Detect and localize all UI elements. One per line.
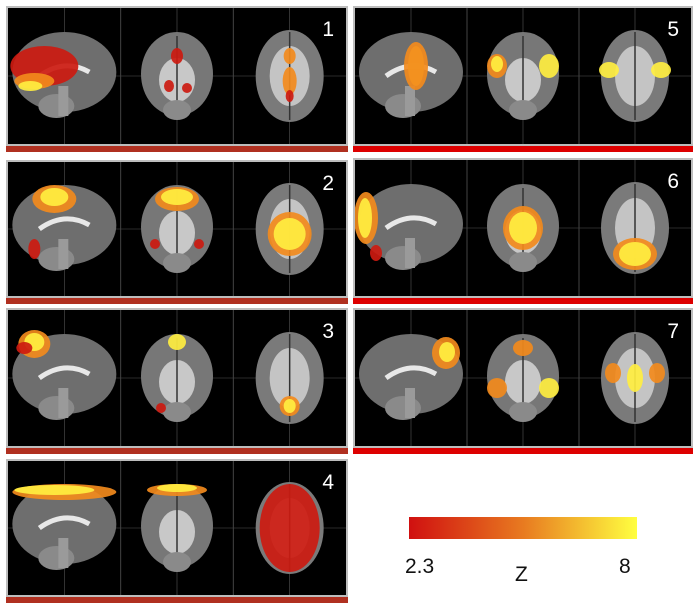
z-colorbar-legend: 2.3 Z 8 [405, 515, 640, 586]
component-panel-4: 4 [6, 459, 348, 603]
component-panel-1: 1 [6, 6, 348, 152]
panel-underline-6 [353, 298, 693, 304]
colorbar-gradient [409, 517, 637, 539]
panel-underline-2 [6, 298, 348, 304]
component-number-3: 3 [322, 320, 334, 343]
panel-underline-3 [6, 448, 348, 454]
brain-slices-5 [355, 8, 691, 144]
brain-slices-1 [8, 8, 346, 144]
component-number-7: 7 [667, 320, 679, 343]
component-number-1: 1 [322, 18, 334, 41]
component-number-5: 5 [667, 18, 679, 41]
component-number-6: 6 [667, 170, 679, 193]
brain-slices-4 [8, 461, 346, 595]
component-panel-2: 2 [6, 160, 348, 304]
panel-underline-1 [6, 146, 348, 152]
component-number-2: 2 [322, 172, 334, 195]
panel-underline-4 [6, 597, 348, 603]
panel-underline-5 [353, 146, 693, 152]
component-panel-7: 7 [353, 308, 693, 454]
colorbar-axis-label: Z [515, 563, 528, 586]
colorbar-max-label: 8 [619, 555, 631, 578]
brain-slices-3 [8, 310, 346, 446]
component-panel-6: 6 [353, 158, 693, 304]
colorbar-min-label: 2.3 [405, 555, 435, 578]
brain-slices-6 [355, 160, 691, 296]
component-panel-5: 5 [353, 6, 693, 152]
component-number-4: 4 [322, 471, 334, 494]
brain-slices-7 [355, 310, 691, 446]
brain-slices-2 [8, 162, 346, 296]
component-panel-3: 3 [6, 308, 348, 454]
panel-underline-7 [353, 448, 693, 454]
